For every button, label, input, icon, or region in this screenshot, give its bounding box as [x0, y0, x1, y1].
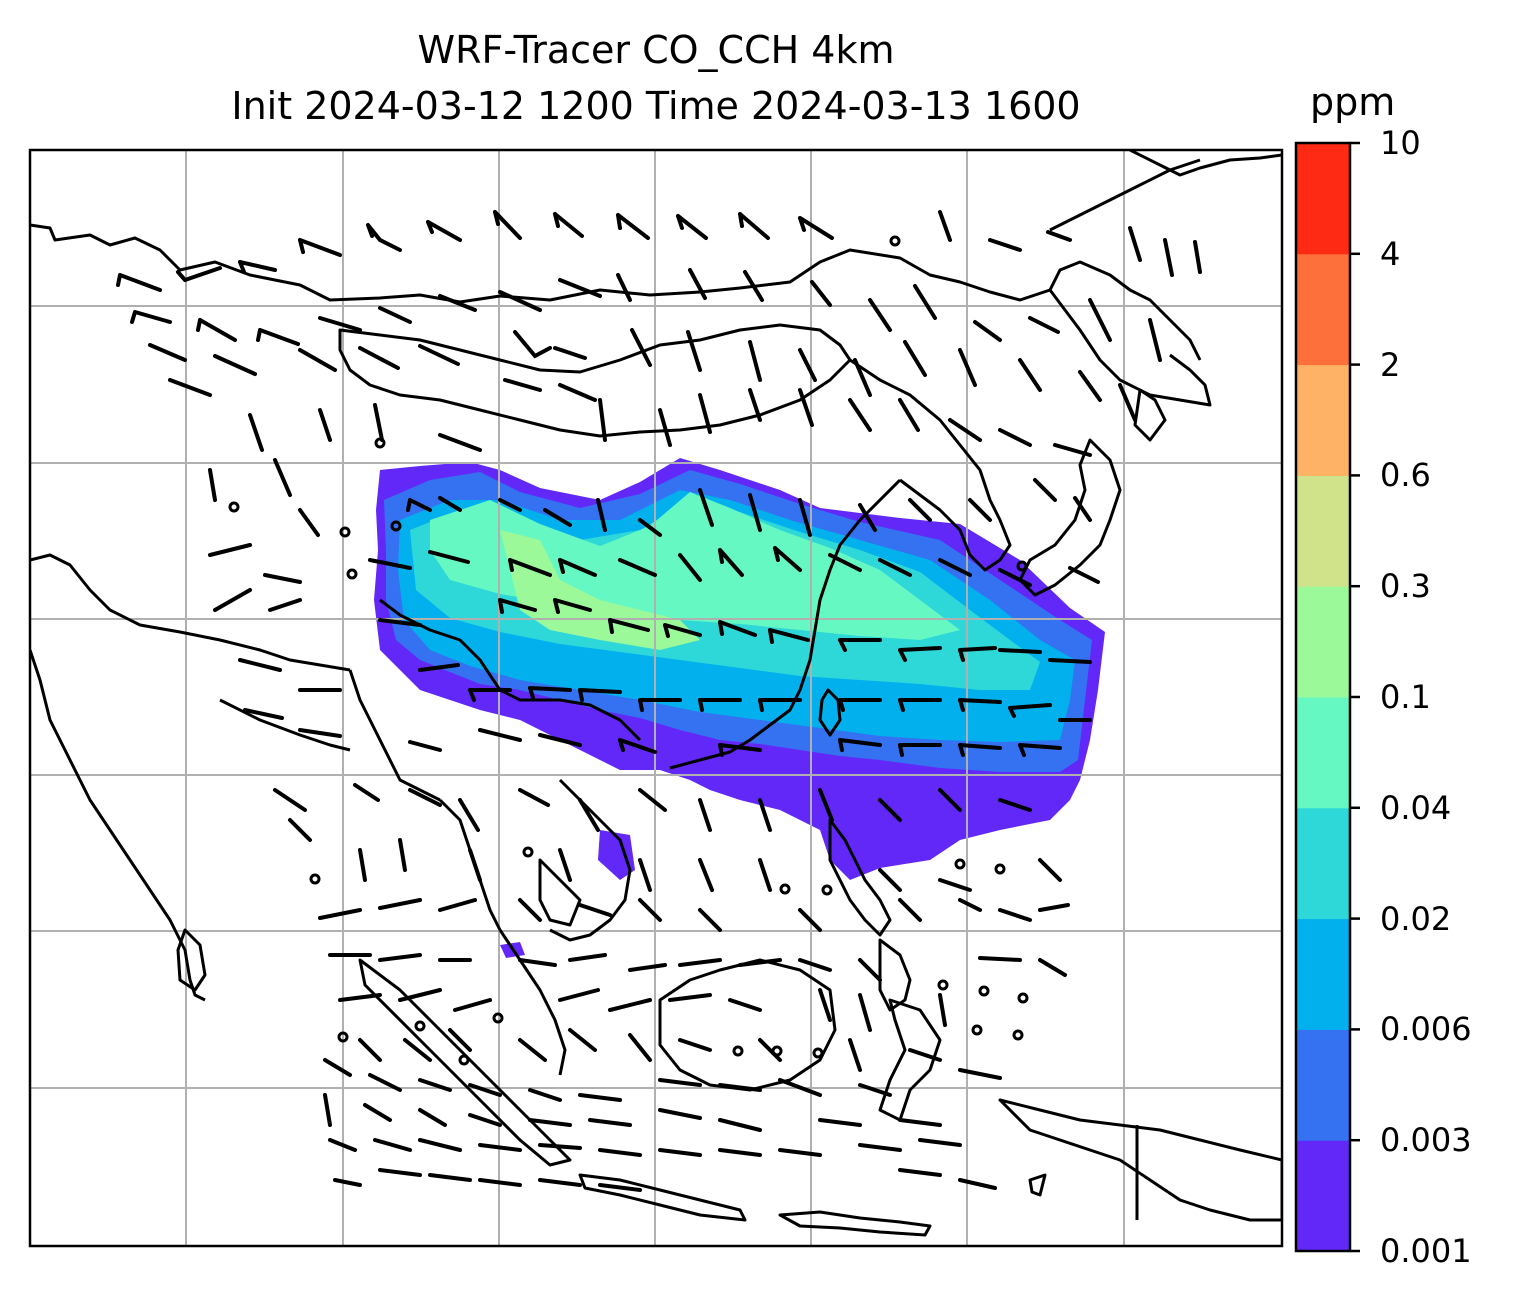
- colorbar-segment: [1296, 807, 1350, 920]
- colorbar-segment: [1296, 475, 1350, 587]
- colorbar-tick-label: 0.04: [1380, 788, 1452, 827]
- colorbar-tick-label: 4: [1380, 234, 1401, 273]
- colorbar-tick-label: 2: [1380, 345, 1401, 384]
- colorbar-tick-label: 0.3: [1380, 567, 1431, 606]
- colorbar-segment: [1296, 918, 1350, 1030]
- colorbar-segment: [1296, 143, 1350, 255]
- colorbar-segment: [1296, 253, 1350, 366]
- colorbar-segment: [1296, 364, 1350, 476]
- colorbar-segment: [1296, 586, 1350, 698]
- map-panel: [28, 148, 1284, 1248]
- chart-title-line-2: Init 2024-03-12 1200 Time 2024-03-13 160…: [231, 84, 1081, 128]
- plume-patch-south: [598, 830, 635, 880]
- colorbar-tick-label: 0.1: [1380, 678, 1431, 716]
- colorbar-tick-label: 0.6: [1380, 456, 1431, 495]
- colorbar-tick-label: 0.02: [1380, 899, 1452, 938]
- map-frame: [28, 148, 1284, 1248]
- coastlines: [30, 150, 1282, 1237]
- colorbar-segment: [1296, 1140, 1350, 1252]
- colorbar-tick-label: 0.001: [1380, 1232, 1472, 1270]
- colorbar-tick-label: 0.003: [1380, 1121, 1472, 1160]
- colorbar-segment: [1296, 1029, 1350, 1141]
- colorbar-tick-label: 10: [1380, 124, 1421, 162]
- colorbar-unit-label: ppm: [1310, 80, 1396, 124]
- chart-title-line-1: WRF-Tracer CO_CCH 4km: [417, 28, 895, 72]
- colorbar-tick-label: 0.006: [1380, 1010, 1472, 1049]
- colorbar: [1294, 141, 1360, 1253]
- colorbar-segment: [1296, 697, 1350, 809]
- calm-markers: [228, 235, 1029, 1066]
- wind-barbs: [116, 210, 1202, 1192]
